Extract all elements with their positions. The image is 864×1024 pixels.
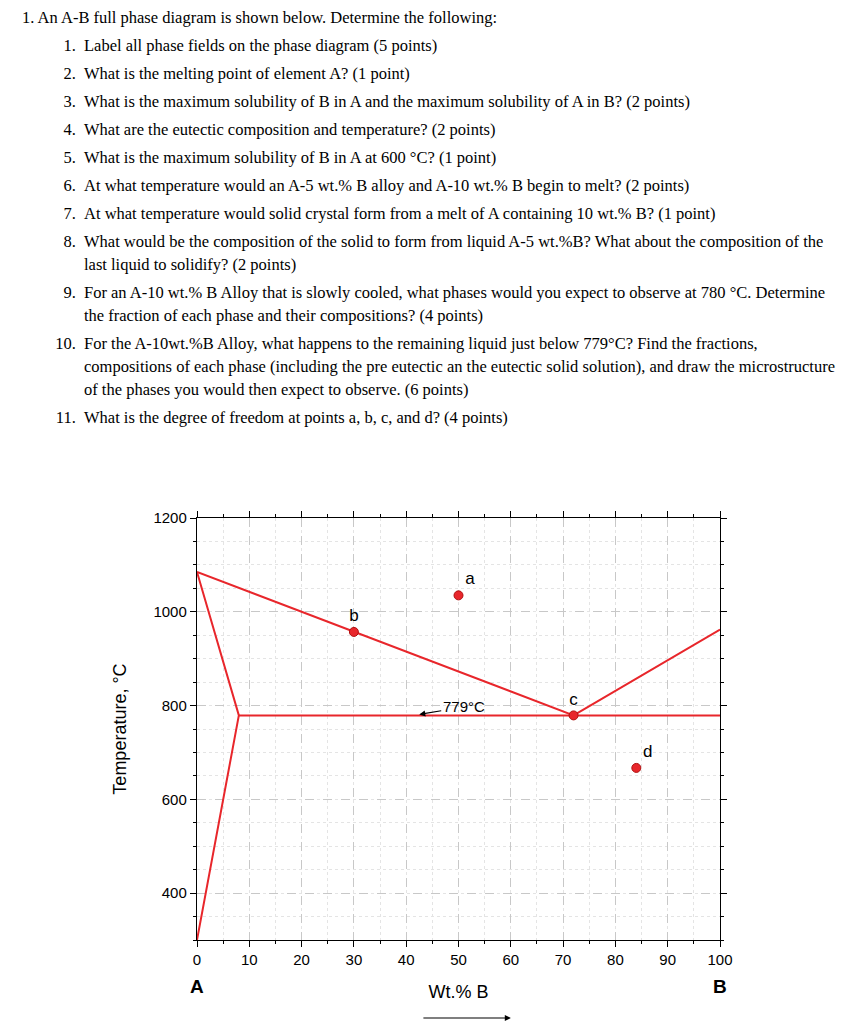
html-text:For an A-10 wt.% B Alloy that: For an A-10 wt.% B Alloy that is slowly … — [84, 283, 826, 325]
html-text:What is the maximum solubility: What is the maximum solubility of B in A… — [84, 92, 690, 111]
svg-text:B: B — [713, 976, 727, 997]
svg-text:779°C: 779°C — [443, 698, 485, 715]
svg-text:10: 10 — [241, 951, 258, 968]
svg-text:40: 40 — [398, 951, 415, 968]
html-text:At what temperature would an A: At what temperature would an A-5 wt.% B … — [84, 176, 690, 195]
svg-text:30: 30 — [346, 951, 363, 968]
svg-text:400: 400 — [162, 884, 187, 901]
html-text:At what temperature would soli: At what temperature would solid crystal … — [84, 204, 716, 223]
html-text:For the A-10wt.%B Alloy, what: For the A-10wt.%B Alloy, what happens to… — [84, 334, 835, 399]
svg-text:Temperature, °C: Temperature, °C — [110, 663, 130, 794]
svg-text:90: 90 — [659, 951, 676, 968]
svg-text:600: 600 — [162, 791, 187, 808]
html-text:What are the eutectic composit: What are the eutectic composition and te… — [84, 120, 496, 139]
svg-text:60: 60 — [502, 951, 519, 968]
svg-text:100: 100 — [707, 951, 732, 968]
svg-text:20: 20 — [293, 951, 310, 968]
svg-text:d: d — [643, 742, 652, 761]
html-text:Label all phase fields on the: Label all phase fields on the phase diag… — [84, 36, 438, 55]
svg-text:b: b — [349, 606, 358, 625]
svg-text:800: 800 — [162, 697, 187, 714]
html-text:What is the degree of freedom: What is the degree of freedom at points … — [84, 408, 508, 427]
html-text:1. An A-B full phase diagram i: 1. An A-B full phase diagram is shown be… — [22, 8, 498, 27]
svg-text:Wt.% B: Wt.% B — [428, 982, 488, 1002]
svg-text:50: 50 — [450, 951, 467, 968]
html-text:What is the melting point of e: What is the melting point of element A? … — [84, 64, 410, 83]
svg-text:70: 70 — [555, 951, 572, 968]
svg-text:A: A — [190, 976, 204, 997]
html-text:What is the maximum solubility: What is the maximum solubility of B in A… — [84, 148, 497, 167]
svg-text:a: a — [465, 569, 475, 588]
svg-text:80: 80 — [607, 951, 624, 968]
svg-text:0: 0 — [193, 951, 201, 968]
svg-text:1000: 1000 — [153, 603, 186, 620]
html-text:What would be the composition: What would be the composition of the sol… — [84, 232, 824, 274]
svg-text:c: c — [569, 690, 578, 709]
svg-text:1200: 1200 — [153, 509, 186, 526]
